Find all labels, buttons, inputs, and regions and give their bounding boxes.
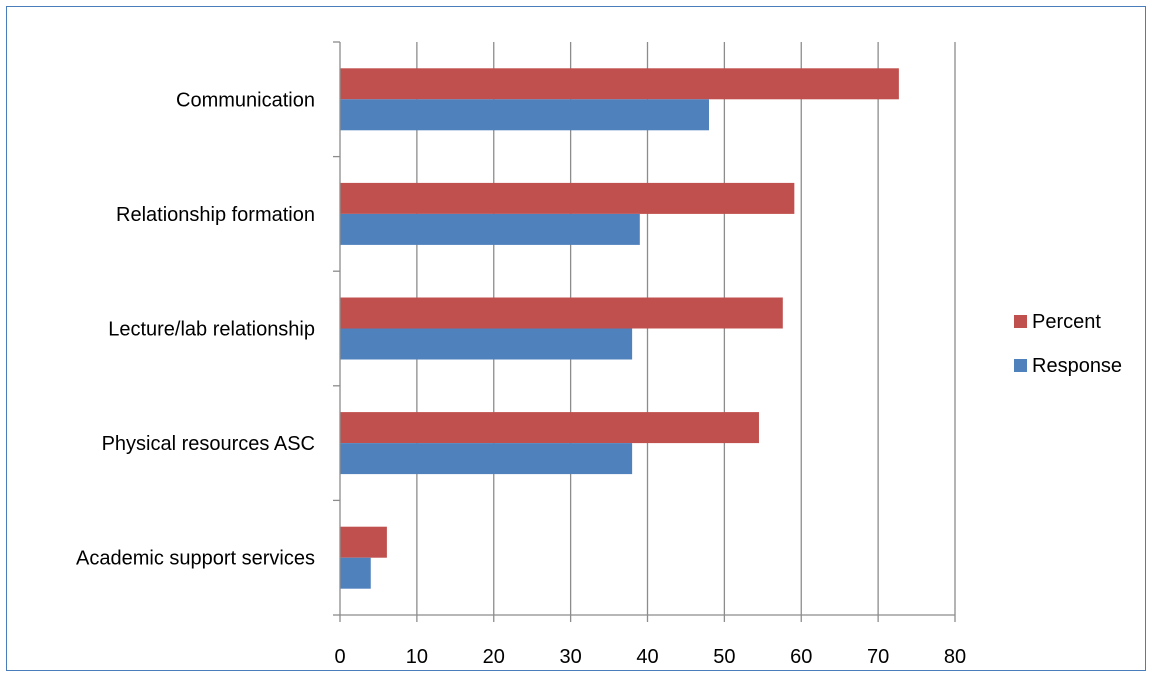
bar-percent xyxy=(340,182,795,214)
bar-percent xyxy=(340,68,899,100)
bar-response xyxy=(340,557,371,589)
x-tick-label: 80 xyxy=(944,646,966,668)
x-tick-label: 70 xyxy=(867,646,889,668)
bar-response xyxy=(340,443,633,475)
x-tick-label: 20 xyxy=(483,646,505,668)
x-tick-label: 50 xyxy=(713,646,735,668)
category-labels: Communication Relationship formation Lectu… xyxy=(76,89,315,569)
bar-percent xyxy=(340,526,387,558)
bar-response xyxy=(340,213,640,245)
bar-response xyxy=(340,328,633,360)
legend-label: Response xyxy=(1032,355,1122,377)
bar-response xyxy=(340,99,709,131)
category-label: Communication xyxy=(176,89,315,111)
bar-percent xyxy=(340,412,759,444)
category-label: Relationship formation xyxy=(116,204,315,226)
x-tick-label: 30 xyxy=(560,646,582,668)
category-label: Academic support services xyxy=(76,548,315,570)
x-tick-label: 10 xyxy=(406,646,428,668)
bars xyxy=(340,68,899,589)
x-tick-label: 0 xyxy=(334,646,345,668)
x-tick-labels: 0 10 20 30 40 50 60 70 80 xyxy=(334,646,966,668)
category-label: Lecture/lab relationship xyxy=(108,319,315,341)
legend-label: Percent xyxy=(1032,311,1101,333)
category-label: Physical resources ASC xyxy=(102,433,315,455)
x-tick-label: 40 xyxy=(636,646,658,668)
bar-percent xyxy=(340,297,783,329)
legend-swatch xyxy=(1014,359,1027,372)
axes xyxy=(333,41,956,622)
legend: Percent Response xyxy=(1014,311,1122,377)
legend-swatch xyxy=(1014,315,1027,328)
x-tick-label: 60 xyxy=(790,646,812,668)
